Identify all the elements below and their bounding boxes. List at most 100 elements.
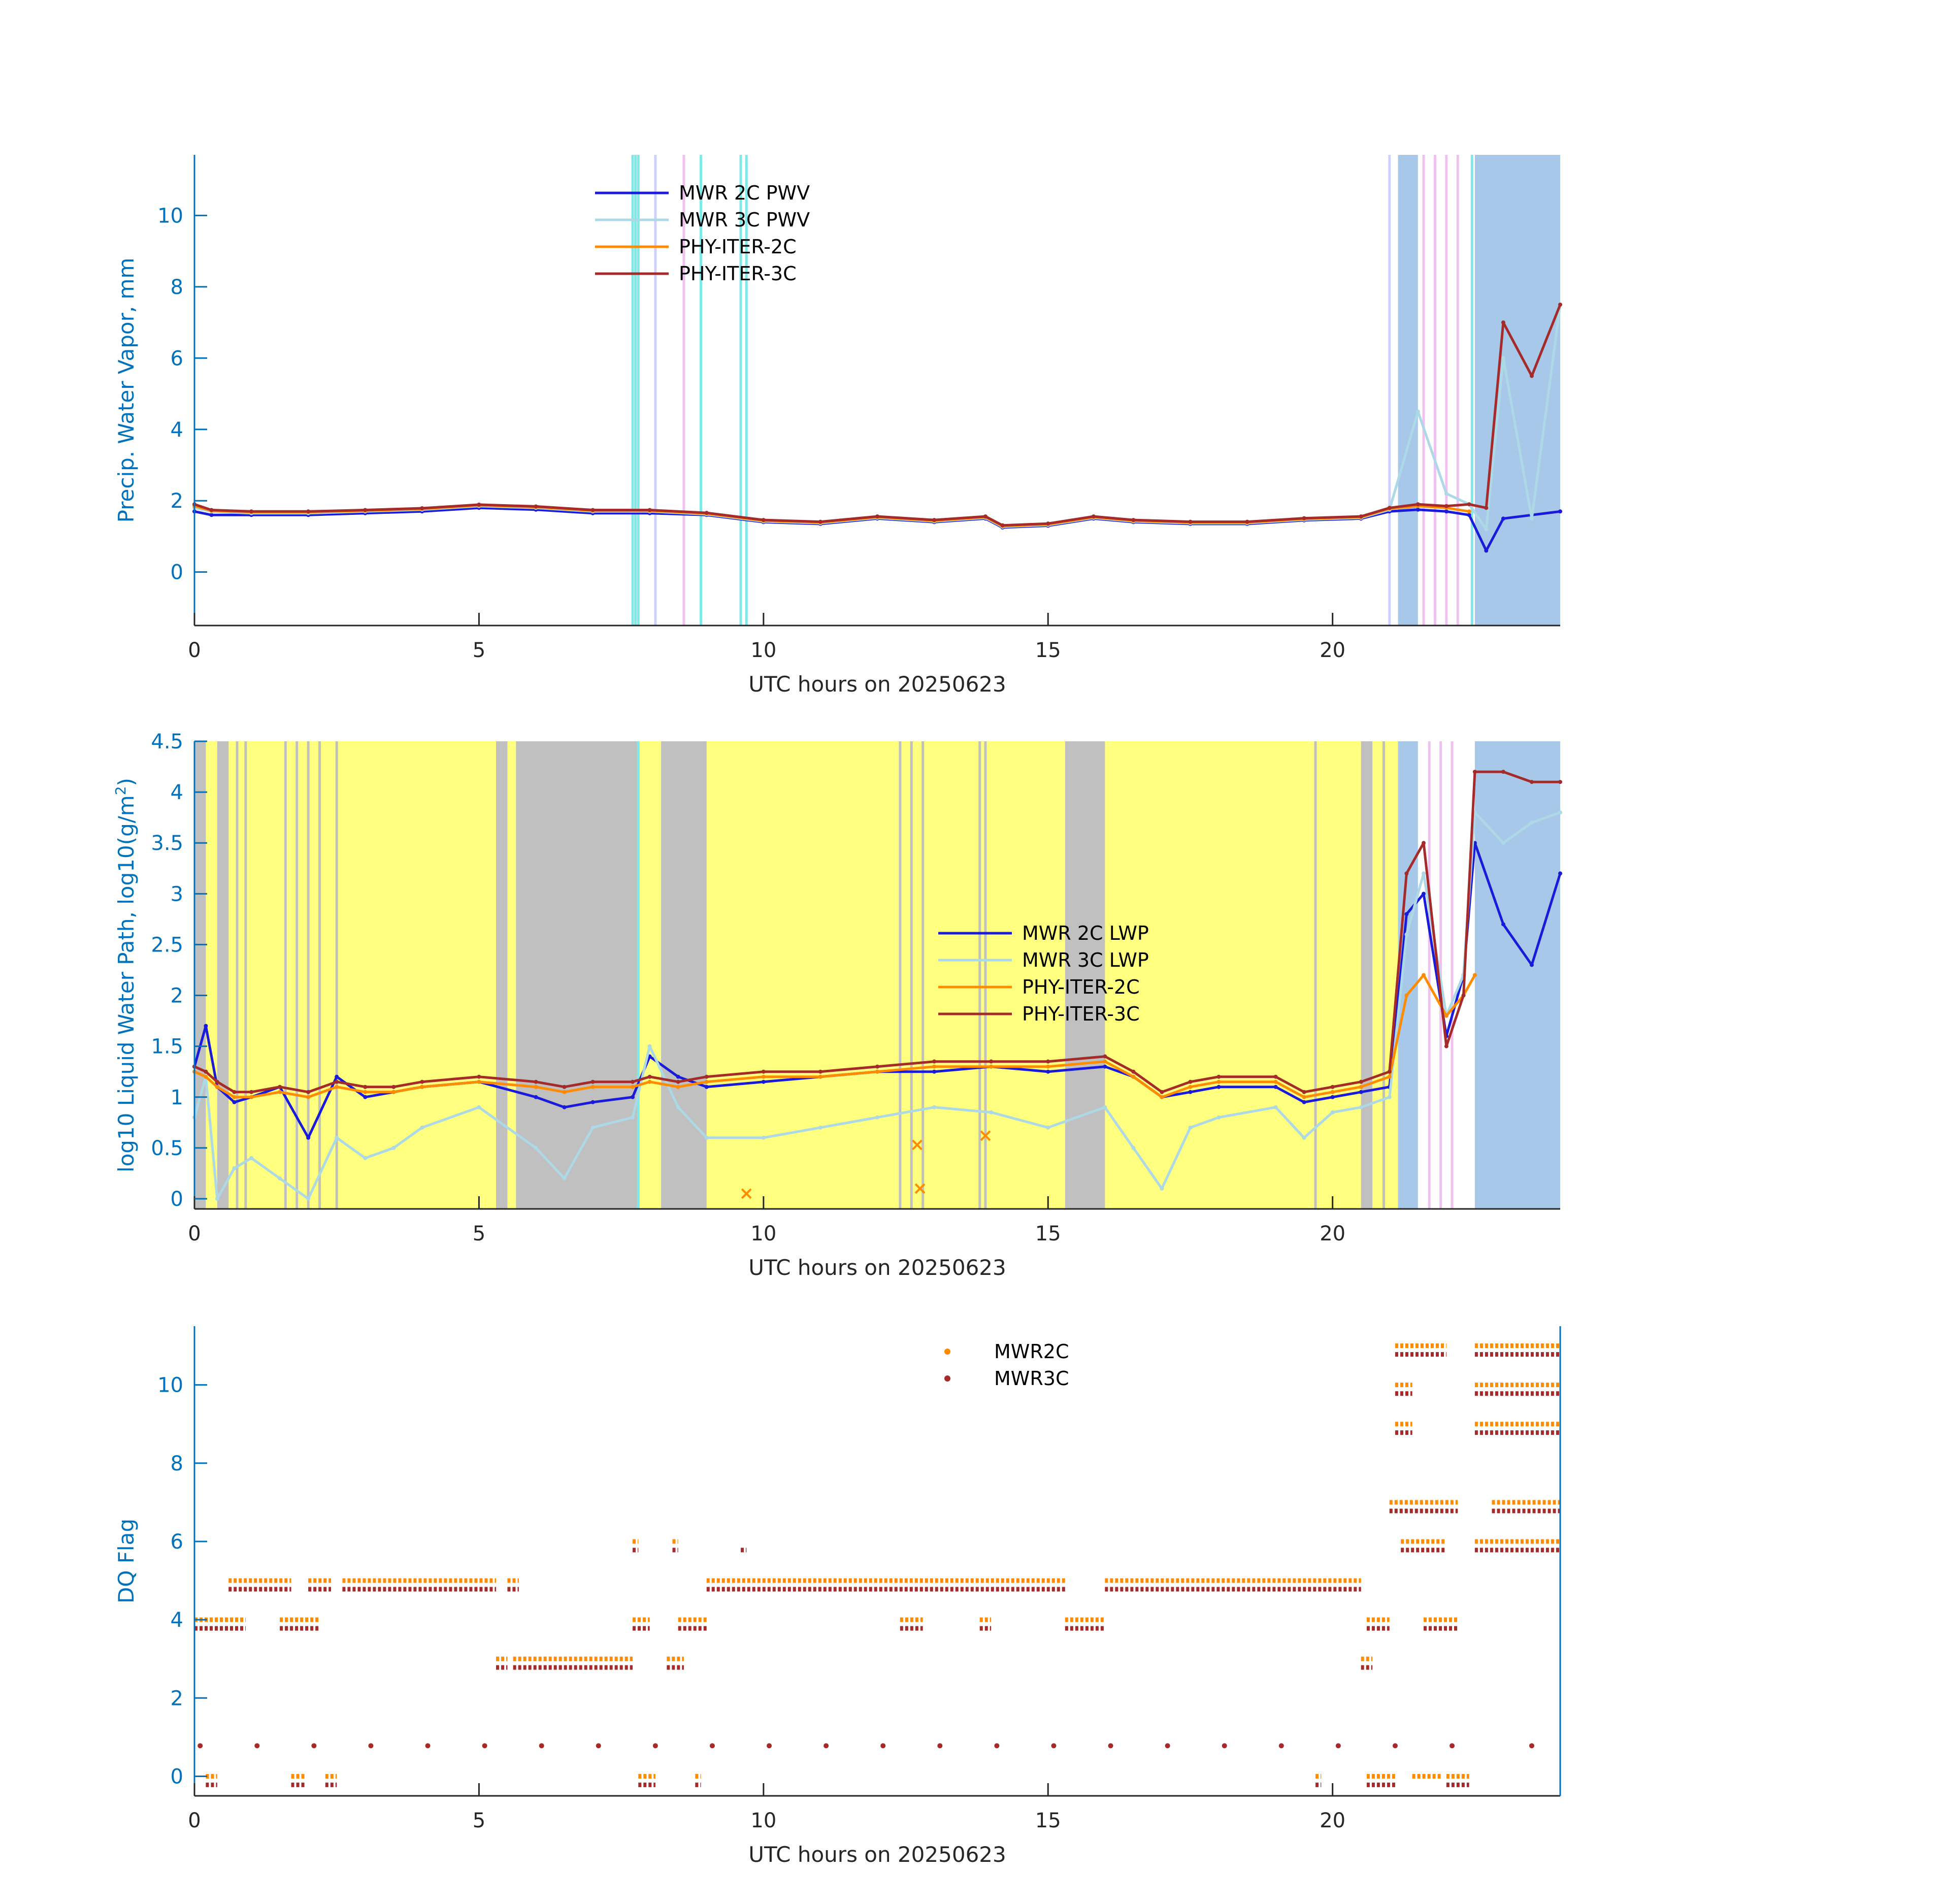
pwv-legend-phy3c: PHY-ITER-3C	[679, 262, 797, 285]
dq-x-tick-label-1: 5	[473, 1809, 485, 1832]
lwp-shading-layer	[194, 741, 1560, 1209]
lwp-series-point-1-32	[1330, 1110, 1335, 1114]
lwp-series-point-1-30	[1273, 1105, 1278, 1109]
lwp-series-point-3-15	[631, 1079, 635, 1084]
lwp-series-point-1-24	[1046, 1125, 1050, 1130]
lwp-series-point-3-2	[215, 1079, 219, 1084]
lwp-series-point-1-17	[676, 1105, 680, 1109]
lwp-series-point-0-3	[232, 1100, 237, 1104]
lwp-series-point-0-19	[761, 1079, 766, 1084]
dq-flag-point-1-13	[482, 1743, 487, 1749]
lwp-series-point-2-19	[761, 1074, 766, 1079]
dq-flag-point-1-24	[1108, 1743, 1113, 1749]
lwp-series-point-3-31	[1302, 1090, 1306, 1094]
dq-y-tick-label-2: 4	[171, 1608, 183, 1632]
pwv-series-point-1-25	[1416, 409, 1420, 414]
lwp-series-point-1-23	[989, 1110, 994, 1114]
lwp-series-point-2-8	[363, 1090, 368, 1094]
pwv-series-layer	[192, 302, 1562, 553]
pwv-y-tick-label-0: 0	[171, 561, 183, 584]
lwp-series-point-3-12	[534, 1079, 538, 1084]
lwp-series-point-1-7	[335, 1135, 339, 1140]
lwp-x-axis-label: UTC hours on 20250623	[748, 1255, 1006, 1280]
lwp-series-point-1-12	[534, 1145, 538, 1150]
lwp-series-point-2-32	[1330, 1090, 1335, 1094]
lwp-y-tick-label-8: 4	[171, 781, 183, 804]
lwp-series-point-0-30	[1273, 1085, 1278, 1089]
lwp-series-point-3-29	[1216, 1074, 1221, 1079]
lwp-series-point-3-8	[363, 1085, 368, 1089]
lwp-series-point-1-36	[1422, 871, 1426, 876]
lwp-series-point-2-9	[391, 1090, 396, 1094]
lwp-series-point-3-34	[1387, 1069, 1392, 1074]
lwp-series-point-1-5	[278, 1176, 282, 1180]
lwp-series-point-2-17	[676, 1085, 680, 1089]
lwp-series-point-2-31	[1302, 1095, 1306, 1099]
dq-series-layer	[194, 1343, 1560, 1787]
lwp-series-point-2-15	[631, 1085, 635, 1089]
lwp-series-point-1-8	[363, 1156, 368, 1160]
dq-ticks: 0 5 10 15 20 0 2 4 6 8 10	[157, 1374, 1345, 1832]
lwp-y-tick-label-6: 3	[171, 882, 183, 906]
lwp-series-point-2-25	[1103, 1059, 1107, 1064]
lwp-x-marker-1	[912, 1139, 923, 1151]
lwp-series-point-3-39	[1472, 770, 1477, 774]
dq-x-tick-label-0: 0	[188, 1809, 201, 1832]
lwp-shade-yellow-0	[194, 741, 1398, 1209]
lwp-series-point-0-42	[1558, 871, 1562, 876]
lwp-series-point-3-24	[1046, 1059, 1050, 1064]
pwv-series-point-3-9	[647, 508, 652, 512]
lwp-series-point-0-6	[306, 1135, 311, 1140]
lwp-y-tick-label-7: 3.5	[151, 832, 183, 855]
lwp-series-point-0-15	[631, 1095, 635, 1099]
lwp-x-marker-3	[980, 1130, 991, 1141]
dq-flag-point-1-15	[596, 1743, 601, 1749]
lwp-legend: MWR 2C LWP MWR 3C LWP PHY-ITER-2C PHY-IT…	[938, 922, 1149, 1025]
lwp-series-point-0-32	[1330, 1095, 1335, 1099]
pwv-series-point-3-16	[1000, 523, 1005, 528]
lwp-series-point-2-37	[1444, 1013, 1449, 1018]
dq-flag-point-1-31	[1529, 1743, 1534, 1749]
pwv-shade-blue-0	[1398, 155, 1418, 626]
pwv-series-point-3-11	[761, 518, 766, 522]
lwp-series-point-3-38	[1461, 993, 1466, 998]
lwp-shade-gray-1	[194, 741, 206, 1209]
lwp-series-point-2-12	[534, 1085, 538, 1089]
dq-flag-point-1-30	[1450, 1743, 1455, 1749]
lwp-x-marker-0	[741, 1188, 752, 1199]
lwp-series-point-0-40	[1501, 922, 1505, 927]
lwp-series-point-1-18	[704, 1135, 709, 1140]
lwp-series-point-1-31	[1302, 1135, 1306, 1140]
lwp-series-point-3-37	[1444, 1044, 1449, 1048]
lwp-y-tick-label-4: 2	[171, 984, 183, 1008]
lwp-series-line-2	[193, 974, 1476, 1099]
lwp-series-point-0-12	[534, 1095, 538, 1099]
dq-flag-point-1-22	[994, 1743, 1000, 1749]
dq-x-tick-label-3: 15	[1035, 1809, 1061, 1832]
lwp-series-point-2-33	[1359, 1085, 1363, 1089]
pwv-x-tick-label-3: 15	[1035, 639, 1061, 662]
lwp-y-tick-label-9: 4.5	[151, 730, 183, 753]
dq-flag-point-1-14	[539, 1743, 544, 1749]
lwp-ticks: 0 5 10 15 20 0 0.5 1 1.5 2 2.5 3 3.5 4 4.5	[151, 730, 1345, 1245]
lwp-series-point-3-4	[249, 1090, 254, 1094]
dq-y-tick-label-4: 8	[171, 1452, 183, 1475]
pwv-y-tick-label-3: 6	[171, 347, 183, 370]
lwp-series-point-3-35	[1404, 871, 1409, 876]
dq-x-tick-label-2: 10	[750, 1809, 776, 1832]
pwv-series-point-3-10	[704, 511, 709, 515]
dq-flag-point-1-10	[311, 1743, 317, 1749]
lwp-shade-gray-7	[1361, 741, 1373, 1209]
pwv-series-point-3-26	[1444, 504, 1449, 508]
pwv-series-point-3-6	[477, 502, 481, 507]
dq-y-tick-label-0: 0	[171, 1765, 183, 1788]
dq-legend: MWR2C MWR3C	[944, 1340, 1069, 1390]
lwp-series-point-3-9	[391, 1085, 396, 1089]
pwv-series-point-0-27	[1467, 513, 1471, 517]
lwp-y-tick-label-3: 1.5	[151, 1035, 183, 1059]
pwv-y-tick-label-4: 8	[171, 276, 183, 299]
lwp-series-point-2-6	[306, 1095, 311, 1099]
lwp-series-point-1-10	[420, 1125, 424, 1130]
dq-flag-point-1-23	[1051, 1743, 1057, 1749]
